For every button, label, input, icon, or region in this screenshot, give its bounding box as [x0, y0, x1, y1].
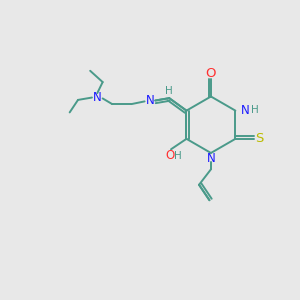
- Text: N: N: [207, 152, 215, 165]
- Text: H: H: [165, 86, 172, 96]
- Text: N: N: [93, 91, 102, 104]
- Text: N: N: [146, 94, 154, 107]
- Text: N: N: [241, 103, 250, 116]
- Text: S: S: [256, 132, 264, 146]
- Text: O: O: [206, 67, 216, 80]
- Text: O: O: [165, 149, 175, 162]
- Text: H: H: [174, 151, 182, 161]
- Text: H: H: [251, 105, 259, 115]
